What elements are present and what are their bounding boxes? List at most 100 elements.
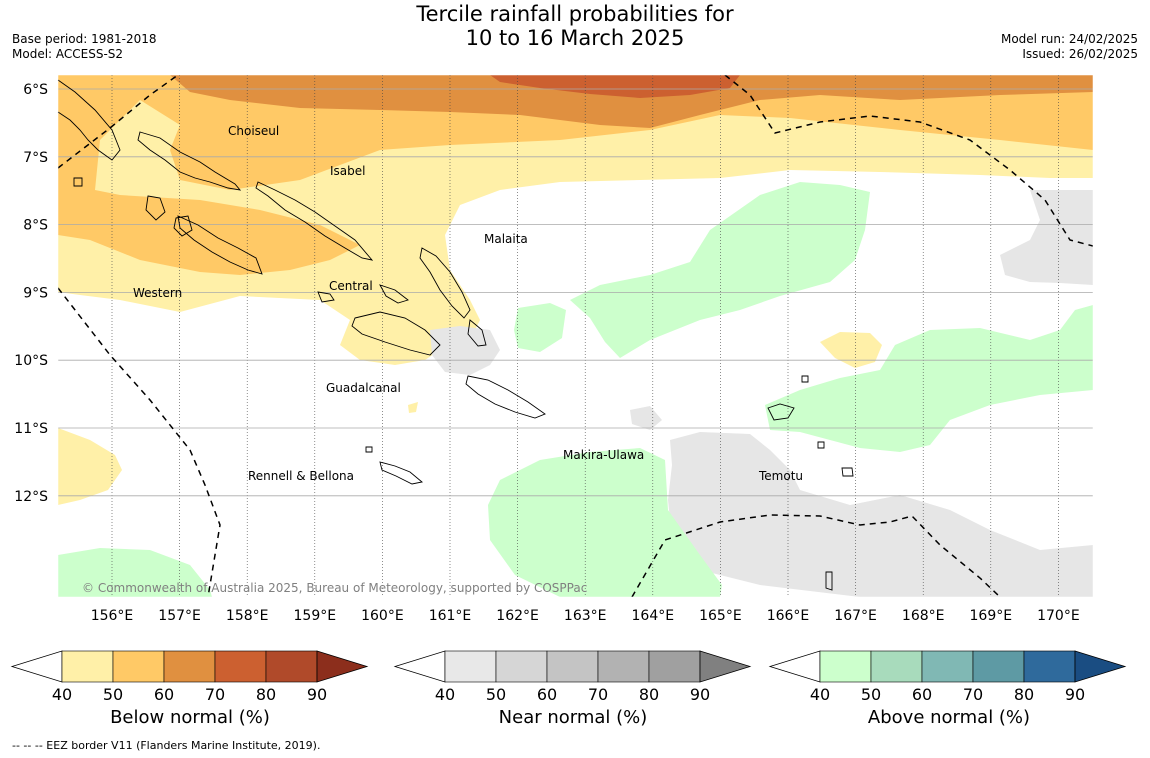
lat-tick-label: 6°S — [23, 82, 48, 98]
region-label-choiseul: Choiseul — [228, 124, 279, 138]
lat-tick-label: 12°S — [14, 489, 48, 505]
vella-lavella-coast — [145, 195, 166, 221]
colorbar-tick-label: 50 — [486, 685, 506, 704]
colorbar-segment — [819, 650, 872, 683]
colorbar-2: 40 50 60 70 80 90 — [768, 650, 1127, 704]
colorbar-tick-label: 80 — [1014, 685, 1034, 704]
near-normal-region-central — [430, 326, 500, 375]
eez-border-northwest — [58, 75, 179, 169]
near-normal-region-south — [668, 432, 1093, 597]
colorbar-tick-label: 70 — [205, 685, 225, 704]
lon-tick-label: 162°E — [496, 608, 539, 624]
lon-tick-label: 169°E — [970, 608, 1013, 624]
colorbar-segment — [1023, 650, 1076, 683]
lon-tick-label: 170°E — [1037, 608, 1080, 624]
colorbar-segment — [444, 650, 497, 683]
model-run: Model run: 24/02/2025 — [1000, 32, 1138, 46]
near-normal-region-small — [630, 406, 662, 430]
issued-date: Issued: 26/02/2025 — [1022, 47, 1138, 61]
colorbar-tick-label: 70 — [588, 685, 608, 704]
region-label-guadalcanal: Guadalcanal — [326, 381, 401, 395]
colorbar-label-near: Near normal (%) — [498, 707, 648, 728]
above-normal-region-sw — [58, 548, 212, 597]
eez-border-west — [58, 287, 221, 597]
colorbar-tick-label: 90 — [307, 685, 327, 704]
title-line-2: 10 to 16 March 2025 — [465, 26, 685, 50]
below-normal-patch-east — [820, 332, 882, 368]
model-name: Model: ACCESS-S2 — [12, 47, 124, 61]
colorbar-tick-label: 50 — [103, 685, 123, 704]
colorbar-low-extend — [10, 650, 63, 683]
colorbar-segment — [870, 650, 923, 683]
colorbar-segment — [972, 650, 1025, 683]
shortland-coast — [73, 177, 83, 187]
choiseul-coast — [137, 131, 242, 191]
lon-tick-label: 156°E — [91, 608, 134, 624]
eez-footnote: -- -- -- EEZ border V11 (Flanders Marine… — [12, 739, 321, 752]
below-normal-70-region — [490, 75, 740, 98]
colorbar-tick-label: 40 — [810, 685, 830, 704]
colorbar-segment — [265, 650, 318, 683]
colorbar-0: 40 50 60 70 80 90 — [10, 650, 369, 704]
coastlines — [57, 79, 854, 591]
colorbar-low-extend — [393, 650, 446, 683]
rennell-coast — [379, 461, 424, 485]
lon-tick-label: 161°E — [429, 608, 472, 624]
region-label-central: Central — [329, 279, 373, 293]
bellona-coast — [365, 446, 373, 453]
colorbar-tick-label: 60 — [154, 685, 174, 704]
isabel-coast — [255, 181, 374, 261]
title-line-1: Tercile rainfall probabilities for — [416, 2, 734, 26]
santa-cruz-coast — [767, 403, 795, 421]
lon-tick-label: 165°E — [699, 608, 742, 624]
colorbar-label-below: Below normal (%) — [110, 707, 270, 728]
region-label-malaita: Malaita — [484, 232, 528, 246]
lon-tick-label: 164°E — [632, 608, 675, 624]
makira-coast — [465, 375, 546, 419]
colorbar-segment — [112, 650, 165, 683]
colorbar-low-extend — [768, 650, 821, 683]
lon-tick-label: 157°E — [158, 608, 201, 624]
colorbar-segment — [597, 650, 650, 683]
florida-islands-coast — [379, 284, 409, 304]
lat-tick-label: 7°S — [23, 150, 48, 166]
colorbar-segment — [546, 650, 599, 683]
above-normal-region-north — [570, 182, 870, 358]
region-label-isabel: Isabel — [330, 164, 365, 178]
small-malaita-coast — [467, 319, 487, 347]
reef-islands-coast — [801, 375, 809, 383]
meta-left: Base period: 1981-2018 Model: ACCESS-S2 — [12, 32, 157, 62]
colorbar-tick-label: 80 — [639, 685, 659, 704]
grid-labels: 156°E 157°E 158°E 159°E 160°E 161°E 162°E 163°E… — [14, 82, 1079, 624]
lon-tick-label: 168°E — [902, 608, 945, 624]
lat-tick-label: 9°S — [23, 285, 48, 301]
colorbar-high-extend — [316, 650, 369, 683]
colorbar-high-extend — [1074, 650, 1127, 683]
colorbar-tick-label: 40 — [435, 685, 455, 704]
malaita-coast — [419, 247, 471, 319]
colorbar-tick-label: 80 — [256, 685, 276, 704]
colorbar-tick-label: 50 — [861, 685, 881, 704]
lat-tick-label: 10°S — [14, 353, 48, 369]
russell-islands-coast — [317, 291, 335, 303]
colorbar-segment — [495, 650, 548, 683]
colorbar-tick-label: 40 — [52, 685, 72, 704]
eez-border-north — [724, 75, 1093, 247]
colorbar-tick-label: 90 — [690, 685, 710, 704]
new-georgia-coast — [177, 215, 263, 275]
colorbar-segment — [61, 650, 114, 683]
below-normal-patch-sw — [58, 428, 122, 505]
lon-tick-label: 166°E — [767, 608, 810, 624]
eez-border-south — [631, 514, 1001, 597]
guadalcanal-coast — [351, 311, 441, 356]
tikopia-coast — [825, 571, 833, 591]
vanikoro-coast — [817, 441, 825, 449]
colorbar-label-above: Above normal (%) — [867, 707, 1031, 728]
colorbars: 40 50 60 70 80 90 40 50 60 70 80 90 40 50 60 70 80 90 — [10, 650, 1127, 704]
near-normal-region-ne — [1000, 190, 1093, 285]
lon-tick-label: 158°E — [226, 608, 269, 624]
bougainville-coast — [57, 79, 121, 161]
eez-borders — [58, 75, 1093, 597]
above-normal-region-south — [488, 448, 722, 597]
